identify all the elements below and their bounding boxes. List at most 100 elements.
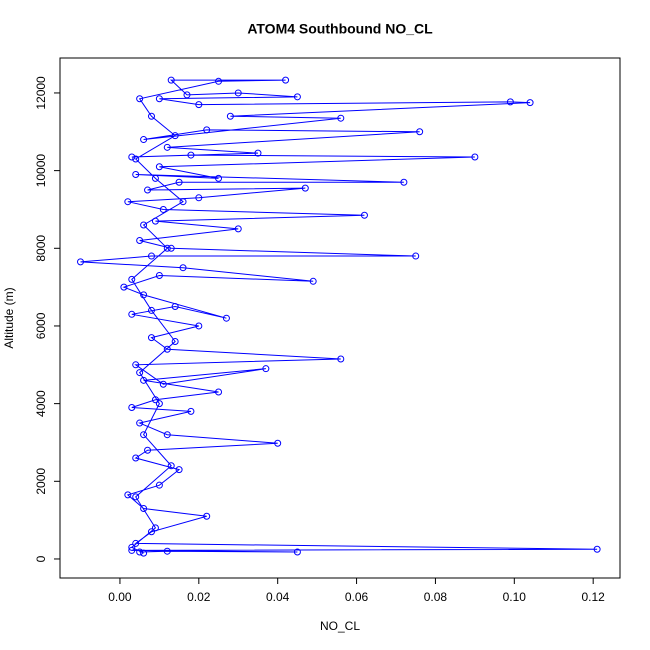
- y-tick-label: 10000: [34, 154, 48, 188]
- data-point: [163, 143, 171, 151]
- data-point: [140, 221, 148, 229]
- data-point: [132, 454, 140, 462]
- data-point: [159, 205, 167, 213]
- data-point: [132, 155, 140, 163]
- data-point: [171, 132, 179, 140]
- data-point: [136, 95, 144, 103]
- data-point: [309, 277, 317, 285]
- data-point: [144, 446, 152, 454]
- data-line: [80, 79, 598, 554]
- data-point: [400, 178, 408, 186]
- data-point: [171, 337, 179, 345]
- data-point: [179, 264, 187, 272]
- data-point: [195, 194, 203, 202]
- data-point: [124, 198, 132, 206]
- data-point: [128, 153, 136, 161]
- data-point: [203, 512, 211, 520]
- data-point: [151, 217, 159, 225]
- data-point: [140, 549, 148, 557]
- y-tick-label: 12000: [34, 76, 48, 110]
- data-point: [526, 99, 534, 107]
- data-point: [147, 112, 155, 120]
- y-tick-label: 0: [34, 555, 48, 562]
- data-point: [195, 322, 203, 330]
- y-tick-label: 2000: [34, 468, 48, 495]
- data-point: [136, 369, 144, 377]
- x-tick-label: 0.00: [108, 590, 132, 604]
- data-point: [155, 271, 163, 279]
- data-point: [234, 89, 242, 97]
- y-tick-label: 8000: [34, 235, 48, 262]
- data-point: [144, 186, 152, 194]
- data-point: [151, 396, 159, 404]
- data-point: [179, 198, 187, 206]
- data-point: [136, 548, 144, 556]
- data-point: [136, 419, 144, 427]
- data-point: [155, 481, 163, 489]
- data-point: [128, 543, 136, 551]
- data-point: [282, 76, 290, 84]
- data-point: [159, 380, 167, 388]
- y-tick-label: 4000: [34, 390, 48, 417]
- data-point: [163, 547, 171, 555]
- data-point: [167, 462, 175, 470]
- data-point: [147, 306, 155, 314]
- data-point: [128, 310, 136, 318]
- data-point: [222, 314, 230, 322]
- data-point: [163, 244, 171, 252]
- data-point: [215, 174, 223, 182]
- chart-title: ATOM4 Southbound NO_CL: [247, 21, 433, 37]
- data-point: [360, 211, 368, 219]
- x-tick-label: 0.02: [187, 590, 211, 604]
- data-point: [163, 345, 171, 353]
- data-point: [167, 76, 175, 84]
- data-point: [124, 491, 132, 499]
- data-point: [136, 237, 144, 245]
- data-point: [187, 151, 195, 159]
- y-tick-label: 6000: [34, 312, 48, 339]
- data-point: [175, 178, 183, 186]
- data-point: [132, 361, 140, 369]
- data-point: [262, 365, 270, 373]
- data-point: [128, 275, 136, 283]
- data-point: [155, 400, 163, 408]
- data-point: [132, 539, 140, 547]
- data-point: [593, 545, 601, 553]
- data-point: [120, 283, 128, 291]
- data-point: [187, 407, 195, 415]
- data-point: [147, 252, 155, 260]
- data-point: [301, 184, 309, 192]
- data-point: [183, 91, 191, 99]
- data-point: [171, 303, 179, 311]
- data-point: [155, 163, 163, 171]
- data-point: [128, 404, 136, 412]
- data-point: [412, 252, 420, 260]
- data-point: [167, 244, 175, 252]
- data-point: [147, 334, 155, 342]
- data-point: [155, 95, 163, 103]
- data-point: [416, 128, 424, 136]
- data-point: [132, 171, 140, 179]
- data-point: [140, 291, 148, 299]
- y-axis-label: Altitude (m): [2, 287, 16, 348]
- data-point: [140, 376, 148, 384]
- data-point: [151, 174, 159, 182]
- data-point: [293, 93, 301, 101]
- data-point: [140, 504, 148, 512]
- x-tick-label: 0.08: [424, 590, 448, 604]
- data-point: [274, 439, 282, 447]
- x-tick-label: 0.06: [345, 590, 369, 604]
- x-tick-label: 0.12: [582, 590, 606, 604]
- data-point: [254, 149, 262, 157]
- data-point: [147, 528, 155, 536]
- data-point: [140, 431, 148, 439]
- data-point: [215, 388, 223, 396]
- plot-frame: [59, 57, 621, 579]
- data-point: [471, 153, 479, 161]
- data-point: [195, 101, 203, 109]
- data-point: [128, 546, 136, 554]
- data-point: [226, 112, 234, 120]
- data-point: [293, 548, 301, 556]
- data-point: [203, 126, 211, 134]
